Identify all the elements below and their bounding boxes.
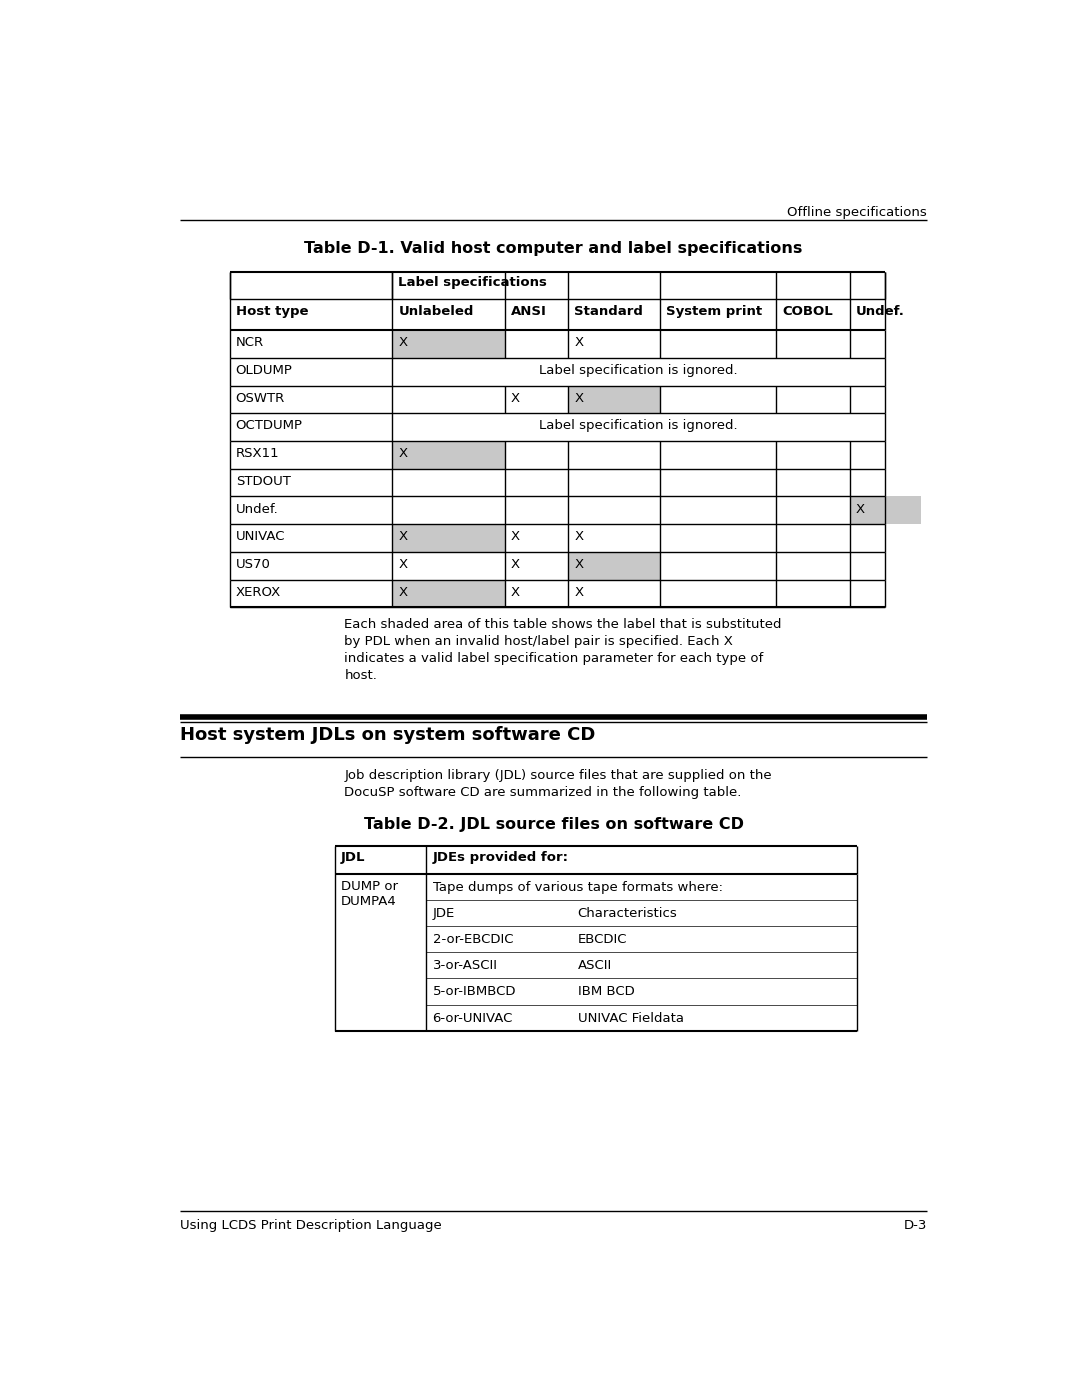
Text: ANSI: ANSI — [511, 305, 546, 317]
Text: X: X — [399, 337, 407, 349]
Text: EBCDIC: EBCDIC — [578, 933, 627, 946]
Bar — [392, 330, 504, 358]
Bar — [568, 552, 660, 580]
Text: DocuSP software CD are summarized in the following table.: DocuSP software CD are summarized in the… — [345, 787, 742, 799]
Text: OCTDUMP: OCTDUMP — [235, 419, 302, 433]
Text: host.: host. — [345, 669, 377, 682]
Text: Using LCDS Print Description Language: Using LCDS Print Description Language — [180, 1218, 442, 1232]
Text: X: X — [575, 391, 583, 405]
Text: XEROX: XEROX — [235, 585, 281, 599]
Text: Each shaded area of this table shows the label that is substituted: Each shaded area of this table shows the… — [345, 617, 782, 631]
Text: X: X — [575, 337, 583, 349]
Text: OSWTR: OSWTR — [235, 391, 285, 405]
Text: X: X — [399, 557, 407, 571]
Text: RSX11: RSX11 — [235, 447, 280, 460]
Text: X: X — [511, 531, 519, 543]
Text: X: X — [399, 447, 407, 460]
Text: IBM BCD: IBM BCD — [578, 985, 634, 999]
Text: JDEs provided for:: JDEs provided for: — [433, 851, 568, 865]
Text: X: X — [511, 391, 519, 405]
Text: Label specification is ignored.: Label specification is ignored. — [539, 365, 738, 377]
Text: Standard: Standard — [575, 305, 644, 317]
Text: 2-or-EBCDIC: 2-or-EBCDIC — [433, 933, 513, 946]
Text: Host type: Host type — [235, 305, 308, 317]
Bar — [850, 496, 921, 524]
Text: Characteristics: Characteristics — [578, 907, 677, 919]
Text: 6-or-UNIVAC: 6-or-UNIVAC — [433, 1011, 513, 1024]
Text: NCR: NCR — [235, 337, 264, 349]
Text: 5-or-IBMBCD: 5-or-IBMBCD — [433, 985, 516, 999]
Text: Label specification is ignored.: Label specification is ignored. — [539, 419, 738, 433]
Text: DUMP or
DUMPA4: DUMP or DUMPA4 — [341, 880, 399, 908]
Text: Undef.: Undef. — [235, 503, 279, 515]
Text: X: X — [399, 531, 407, 543]
Text: 3-or-ASCII: 3-or-ASCII — [433, 960, 498, 972]
Text: Host system JDLs on system software CD: Host system JDLs on system software CD — [180, 726, 595, 743]
Text: D-3: D-3 — [904, 1218, 927, 1232]
Bar — [392, 524, 504, 552]
Bar — [568, 386, 660, 414]
Text: X: X — [399, 585, 407, 599]
Text: System print: System print — [666, 305, 762, 317]
Text: Offline specifications: Offline specifications — [787, 207, 927, 219]
Text: X: X — [575, 585, 583, 599]
Text: UNIVAC: UNIVAC — [235, 531, 285, 543]
Text: Table D-2. JDL source files on software CD: Table D-2. JDL source files on software … — [364, 817, 743, 831]
Text: JDL: JDL — [341, 851, 366, 865]
Text: X: X — [575, 557, 583, 571]
Bar — [392, 441, 504, 469]
Text: ASCII: ASCII — [578, 960, 611, 972]
Text: COBOL: COBOL — [782, 305, 833, 317]
Text: US70: US70 — [235, 557, 271, 571]
Text: OLDUMP: OLDUMP — [235, 365, 293, 377]
Text: indicates a valid label specification parameter for each type of: indicates a valid label specification pa… — [345, 652, 764, 665]
Text: by PDL when an invalid host/label pair is specified. Each X: by PDL when an invalid host/label pair i… — [345, 636, 733, 648]
Text: JDE: JDE — [433, 907, 455, 919]
Text: Job description library (JDL) source files that are supplied on the: Job description library (JDL) source fil… — [345, 768, 772, 782]
Text: X: X — [855, 503, 865, 515]
Text: X: X — [511, 585, 519, 599]
Text: Unlabeled: Unlabeled — [399, 305, 474, 317]
Text: UNIVAC Fieldata: UNIVAC Fieldata — [578, 1011, 684, 1024]
Text: Undef.: Undef. — [855, 305, 905, 317]
Text: Table D-1. Valid host computer and label specifications: Table D-1. Valid host computer and label… — [305, 240, 802, 256]
Text: Label specifications: Label specifications — [399, 277, 548, 289]
Bar — [392, 580, 504, 608]
Text: X: X — [575, 531, 583, 543]
Text: STDOUT: STDOUT — [235, 475, 291, 488]
Text: Tape dumps of various tape formats where:: Tape dumps of various tape formats where… — [433, 880, 723, 894]
Text: X: X — [511, 557, 519, 571]
